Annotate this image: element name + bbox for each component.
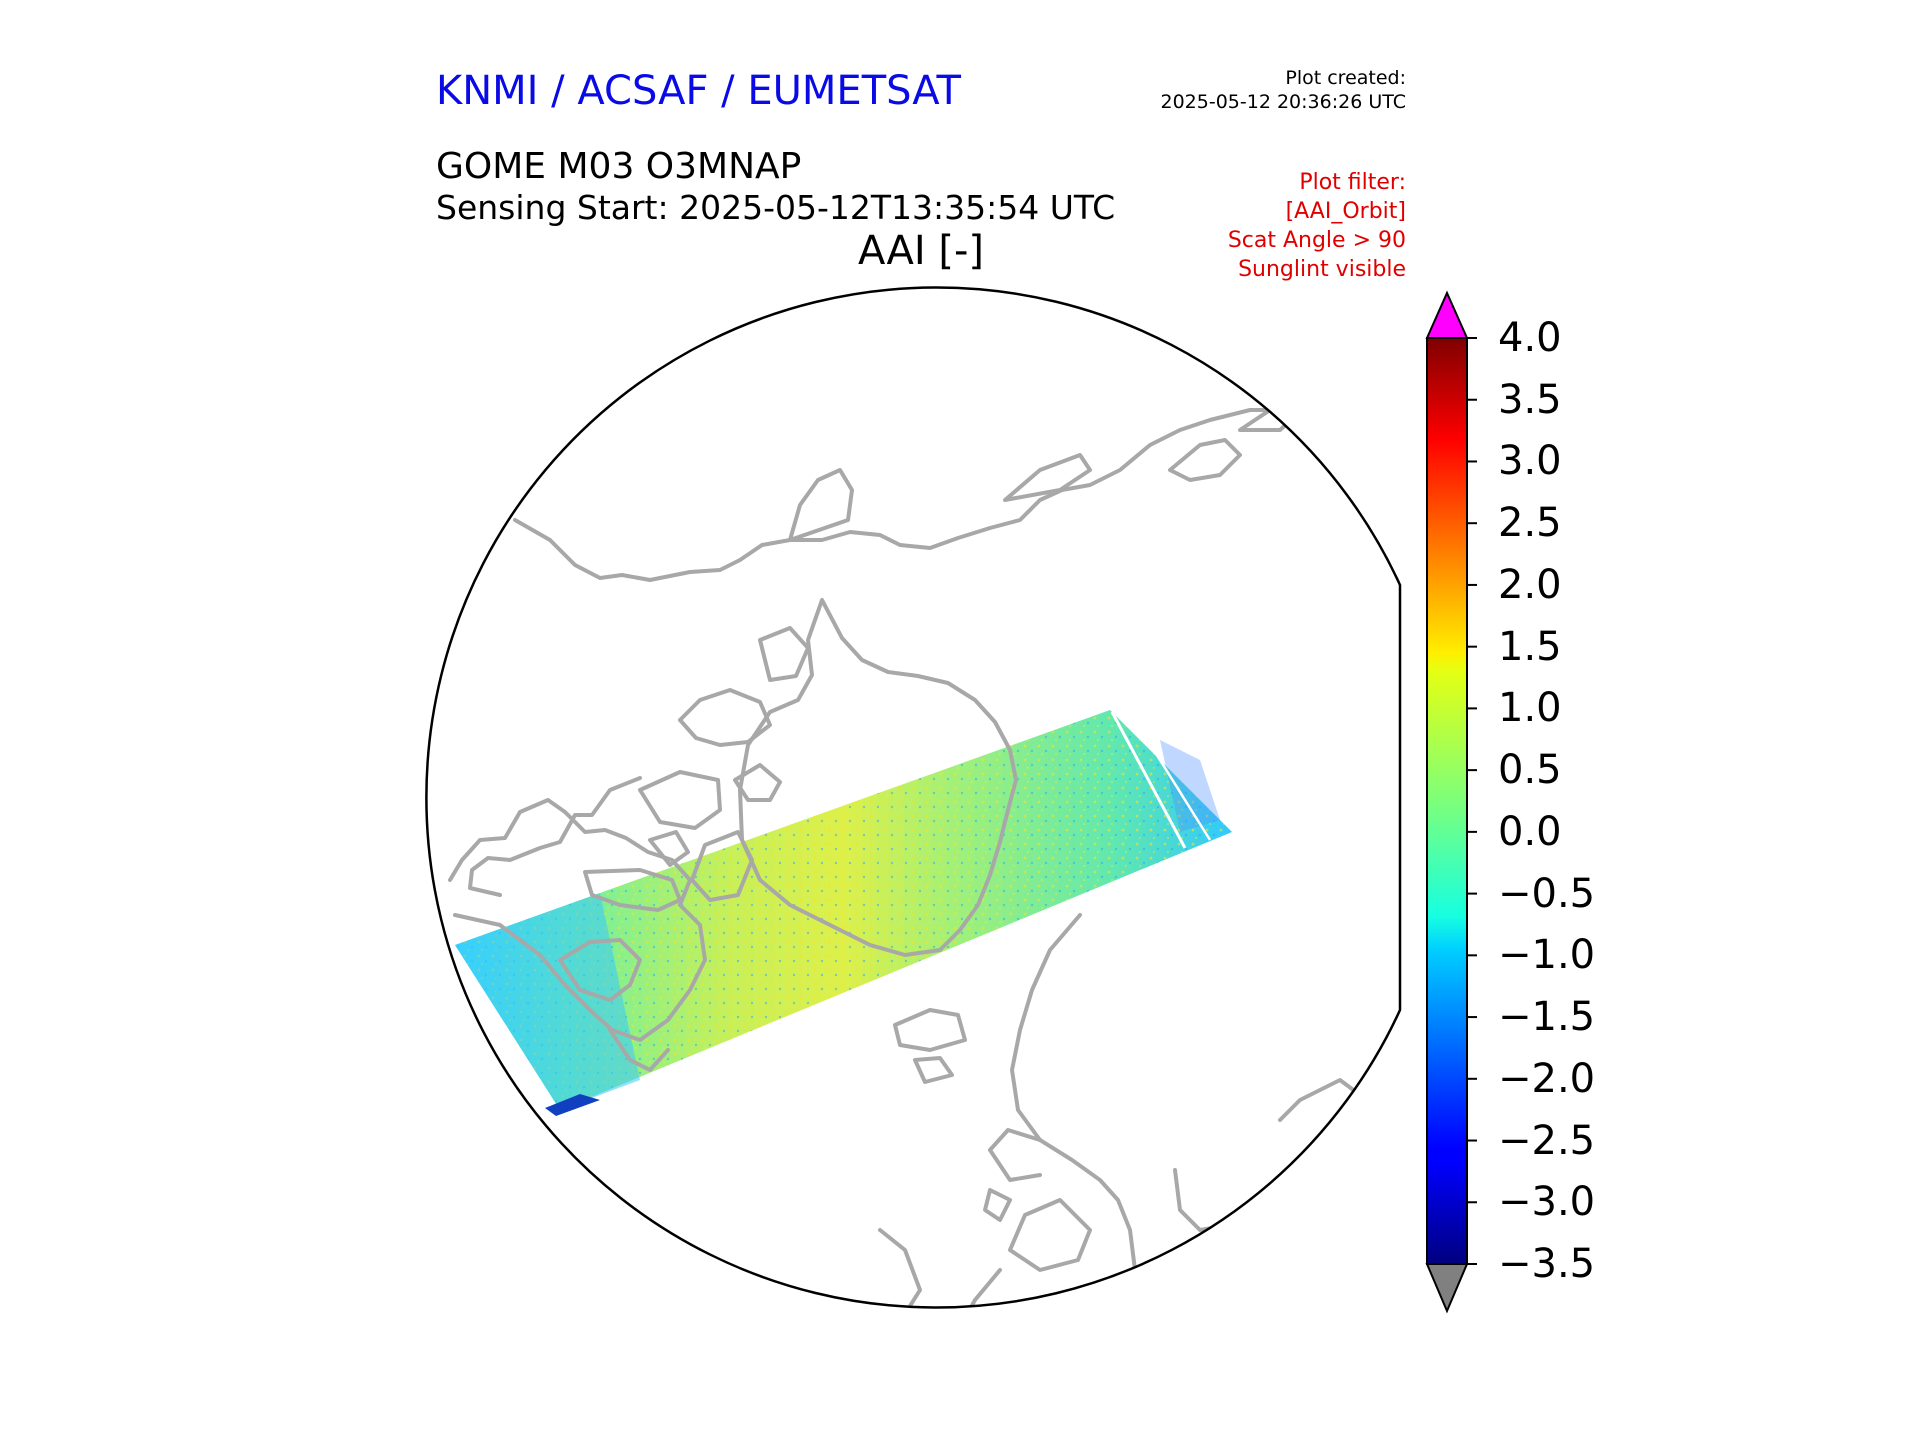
colorbar-tick-label: 2.0 (1498, 561, 1562, 608)
product-name: GOME M03 O3MNAP (436, 146, 802, 187)
colorbar-tick-label: 3.5 (1498, 376, 1562, 423)
plot-title: AAI [-] (858, 228, 984, 274)
plot-created-info: Plot created: 2025-05-12 20:36:26 UTC (1161, 66, 1407, 114)
map-boundary (425, 286, 1402, 1309)
colorbar-tick-label: 1.0 (1498, 685, 1562, 732)
colorbar-tick-label: −3.0 (1498, 1179, 1596, 1226)
colorbar-tick-label: −2.5 (1498, 1117, 1596, 1164)
filter-line-3: Scat Angle > 90 (1227, 228, 1406, 253)
colorbar-under-extension (1425, 1263, 1469, 1314)
colorbar-tick-label: 0.0 (1498, 808, 1562, 855)
colorbar-tick-label: −3.5 (1498, 1241, 1596, 1287)
colorbar-tick-label: 4.0 (1498, 315, 1562, 361)
plot-created-value: 2025-05-12 20:36:26 UTC (1160, 91, 1407, 113)
colorbar-tick-label: 2.5 (1498, 500, 1562, 547)
sensing-start: Sensing Start: 2025-05-12T13:35:54 UTC (436, 188, 1116, 227)
colorbar-over-extension (1425, 290, 1469, 339)
aai-swath (455, 710, 1232, 1116)
filter-line-1: Plot filter: (1299, 170, 1406, 195)
colorbar-tick-label: 0.5 (1498, 747, 1562, 794)
colorbar-tick-label: −1.0 (1498, 932, 1596, 979)
colorbar-tick-label: −2.0 (1498, 1055, 1596, 1102)
organization-title: KNMI / ACSAF / EUMETSAT (436, 68, 961, 114)
plot-created-label: Plot created: (1285, 67, 1406, 89)
filter-line-2: [AAI_Orbit] (1285, 199, 1406, 224)
colorbar-tick-label: −0.5 (1498, 870, 1596, 917)
colorbar-gradient (1426, 337, 1468, 1265)
filter-line-4: Sunglint visible (1238, 257, 1406, 282)
colorbar-tick-label: 3.0 (1498, 438, 1562, 485)
colorbar-tick-label: 1.5 (1498, 623, 1562, 670)
plot-filter: Plot filter: [AAI_Orbit] Scat Angle > 90… (1228, 168, 1406, 284)
colorbar-tick-label: −1.5 (1498, 994, 1596, 1041)
